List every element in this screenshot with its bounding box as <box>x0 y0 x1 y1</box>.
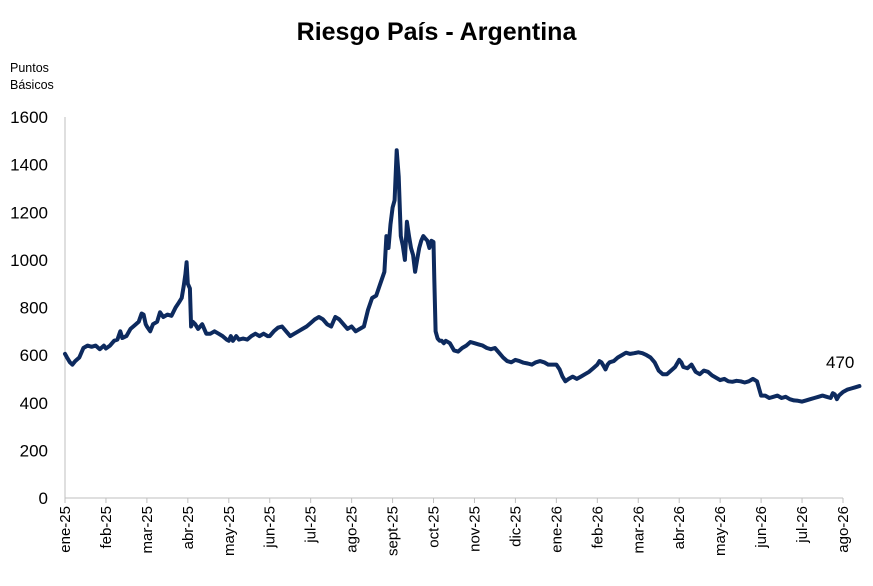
series-line <box>63 148 862 404</box>
y-tick-label: 1000 <box>10 251 48 270</box>
last-value-annotation: 470 <box>826 353 854 372</box>
x-tick-label: ene-26 <box>548 506 565 553</box>
x-tick-label: jun-25 <box>262 506 279 549</box>
y-axis: 0 200 400 600 800 1000 1200 1400 1600 <box>10 108 66 508</box>
x-tick-label: abr-25 <box>180 506 197 549</box>
x-tick-label: sept-25 <box>385 506 402 556</box>
y-tick-label: 800 <box>20 299 48 318</box>
y-tick-label: 1200 <box>10 203 48 222</box>
x-tick-label: may-25 <box>221 506 238 556</box>
x-tick-label: ago-26 <box>835 506 852 553</box>
x-tick-label: jul-26 <box>794 506 811 544</box>
y-axis-label: Puntos Básicos <box>10 60 54 94</box>
x-tick-label: ene-25 <box>57 506 74 553</box>
x-tick-label: jul-25 <box>303 506 320 544</box>
series-layer <box>63 148 862 404</box>
y-axis-label-line2: Básicos <box>10 78 54 92</box>
x-tick-label: mar-25 <box>139 506 156 554</box>
y-tick-label: 1600 <box>10 108 48 127</box>
x-tick-label: feb-25 <box>98 506 115 549</box>
y-tick-label: 400 <box>20 394 48 413</box>
x-axis: ene-25 feb-25 mar-25 abr-25 may-25 jun-25 jul-… <box>57 497 852 556</box>
x-tick-label: abr-26 <box>671 506 688 549</box>
y-tick-label: 1400 <box>10 156 48 175</box>
x-tick-label: jun-26 <box>753 506 770 549</box>
chart-title: Riesgo País - Argentina <box>296 18 577 46</box>
y-tick-label: 0 <box>39 489 48 508</box>
x-tick-label: ago-25 <box>344 506 361 553</box>
x-tick-label: oct-25 <box>426 506 443 548</box>
x-tick-label: may-26 <box>712 506 729 556</box>
x-tick-label: feb-26 <box>589 506 606 549</box>
x-tick-label: nov-25 <box>466 506 483 552</box>
x-tick-label: dic-25 <box>507 506 524 547</box>
y-axis-label-line1: Puntos <box>10 61 49 75</box>
y-tick-label: 200 <box>20 441 48 460</box>
y-tick-label: 600 <box>20 346 48 365</box>
x-tick-label: mar-26 <box>630 506 647 554</box>
